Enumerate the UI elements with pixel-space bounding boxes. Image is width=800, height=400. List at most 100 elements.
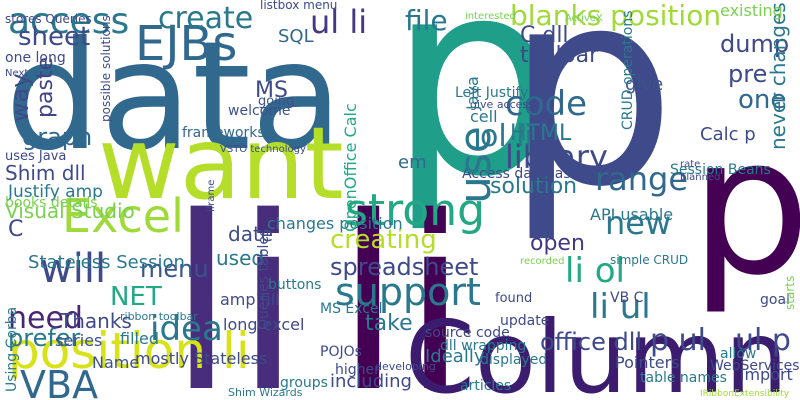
word: give — [625, 74, 663, 95]
word: p — [505, 0, 676, 246]
word: li ul — [590, 287, 651, 327]
word: will — [40, 246, 106, 292]
word: prefer — [8, 324, 81, 352]
word: toolbar — [520, 43, 599, 68]
word: groups — [280, 375, 328, 391]
word: creating — [330, 225, 437, 255]
word: iframe — [206, 180, 217, 212]
word: ol li — [480, 119, 533, 154]
word: Justify amp — [7, 182, 103, 202]
word: range — [595, 160, 688, 198]
word: create — [158, 1, 253, 36]
word: found — [495, 291, 532, 306]
word: used — [216, 246, 264, 270]
word: cell — [470, 107, 498, 126]
word: IRibbonExtensibility — [700, 389, 790, 399]
word: developing — [375, 360, 436, 373]
word: goal — [760, 292, 790, 308]
word: welcome — [228, 103, 290, 119]
word: changes position — [267, 214, 403, 233]
word: code — [505, 84, 587, 124]
word: table names — [640, 370, 727, 386]
word: Name — [92, 353, 139, 372]
word: take — [365, 311, 413, 336]
word: MS Excel — [320, 301, 383, 317]
word: Excel — [62, 189, 184, 243]
word: graph — [22, 123, 92, 151]
word: uses Java — [5, 149, 66, 164]
word: existing — [720, 1, 783, 20]
word: update — [500, 313, 549, 329]
word: MS — [255, 78, 288, 103]
word: one long — [5, 50, 66, 66]
word: possible solutions — [99, 15, 113, 122]
word: li ol — [565, 251, 625, 291]
word: C — [8, 217, 23, 242]
word: strong — [345, 185, 485, 236]
word: source code — [425, 325, 510, 341]
word: blanks position — [510, 0, 721, 32]
word: position li — [8, 322, 250, 380]
word: ActiveX — [565, 13, 603, 24]
word: mostly Stateless — [135, 349, 267, 368]
word: never changes — [766, 2, 790, 150]
word: p ul — [650, 323, 706, 358]
word: C dll — [520, 23, 569, 48]
word: amp fill — [220, 290, 280, 309]
word: simple CRUD — [610, 253, 688, 267]
word: POJOs — [320, 344, 362, 360]
word: Next — [5, 68, 28, 79]
word: pre — [728, 60, 767, 88]
word: new — [605, 204, 671, 242]
word: books details — [5, 195, 98, 211]
word: Thanks — [59, 309, 132, 333]
word: NET — [110, 282, 162, 312]
word: open — [530, 231, 585, 256]
word: use — [450, 126, 501, 204]
word: Shim dll — [5, 161, 86, 185]
word: Access database — [462, 166, 579, 182]
word: VB C — [610, 290, 644, 306]
word: EJBs — [135, 16, 237, 72]
word: VBA — [20, 363, 98, 400]
word: WebServices — [710, 358, 800, 374]
word: ribbon toolbar — [120, 310, 198, 323]
word: sheet — [18, 22, 90, 52]
word: support — [335, 270, 481, 314]
word: listbox menu — [260, 0, 337, 12]
word: HTML — [510, 121, 572, 146]
word: want — [98, 105, 344, 222]
word: li — [335, 165, 468, 400]
word: higher — [335, 362, 380, 378]
word: Ideally — [425, 346, 485, 367]
word: library — [505, 138, 608, 176]
word: filled — [120, 329, 159, 348]
word: dll wrapping — [440, 338, 526, 354]
word: way — [6, 73, 34, 122]
word: Pointers — [615, 353, 679, 372]
word: CRUD operations — [620, 11, 636, 131]
word: file — [405, 4, 448, 37]
word: Column — [405, 299, 788, 400]
word: date — [228, 222, 273, 246]
word: starts — [783, 276, 797, 310]
word: SQL — [278, 26, 314, 47]
word: Using Corba — [4, 307, 20, 392]
word: including — [330, 371, 412, 392]
word: li — [168, 165, 301, 400]
word: Left Justify — [455, 85, 528, 101]
word: ul li — [310, 3, 367, 41]
word: give access — [470, 98, 534, 111]
word: need — [8, 301, 83, 336]
word: ul p — [735, 323, 791, 358]
word: Stateless Session — [28, 252, 185, 273]
word: one — [738, 85, 786, 115]
word: VSTO technology — [220, 144, 306, 155]
word: Calc p — [700, 124, 756, 145]
word: data — [5, 10, 343, 184]
word: access — [8, 1, 129, 42]
word: paste — [33, 57, 58, 118]
word: em — [398, 152, 427, 173]
